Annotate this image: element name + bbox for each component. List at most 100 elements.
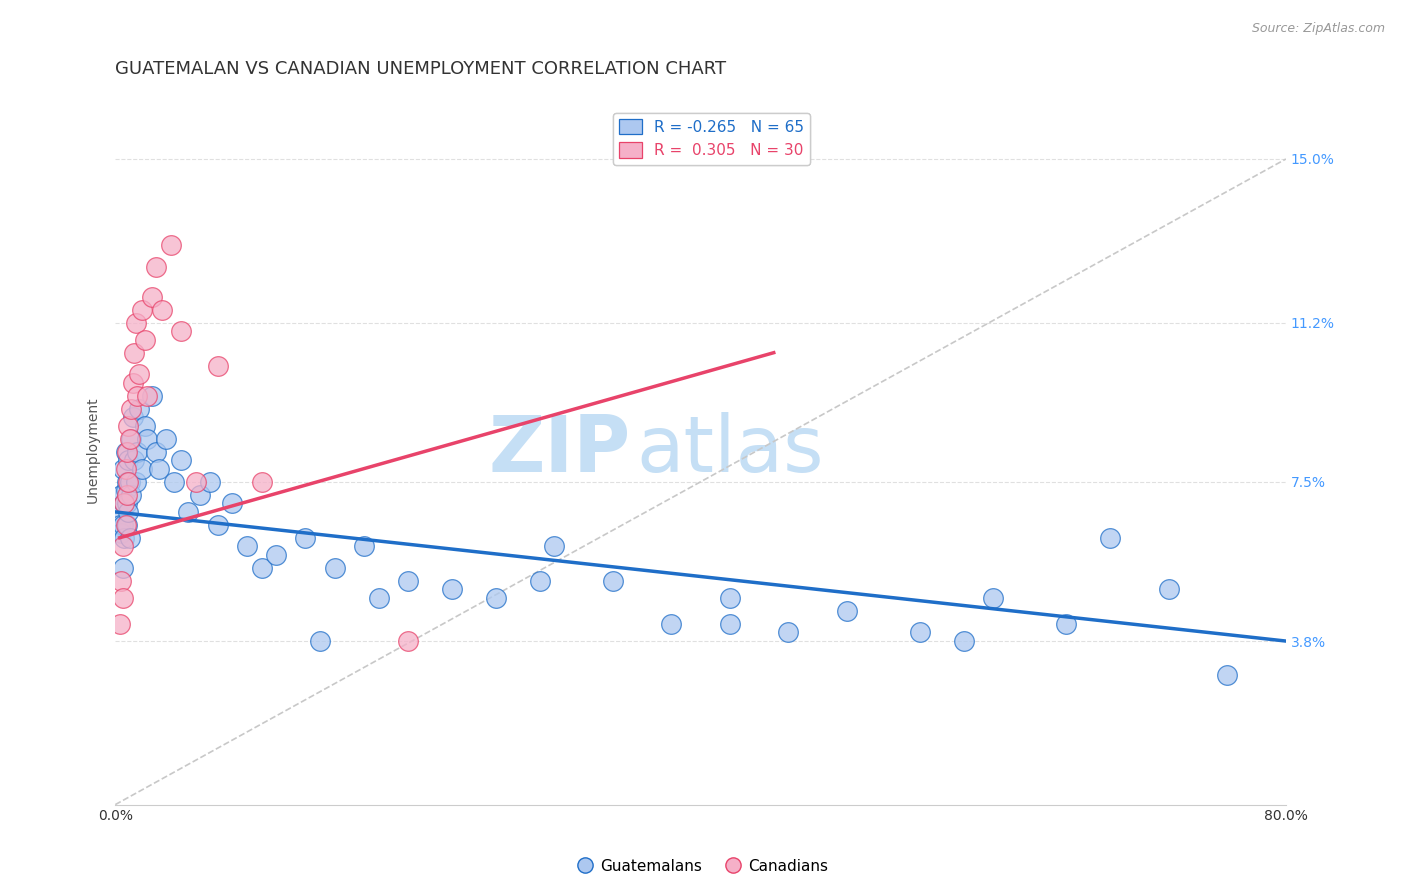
Point: [778, 625, 800, 640]
Point: [115, 475, 138, 489]
Point: [1099, 531, 1122, 545]
Point: [981, 591, 1004, 605]
Point: [207, 517, 229, 532]
Y-axis label: Unemployment: Unemployment: [86, 396, 100, 503]
Point: [160, 238, 183, 252]
Point: [134, 418, 156, 433]
Point: [115, 496, 138, 510]
Point: [112, 496, 135, 510]
Point: [111, 517, 134, 532]
Point: [236, 540, 259, 554]
Point: [170, 453, 193, 467]
Text: GUATEMALAN VS CANADIAN UNEMPLOYMENT CORRELATION CHART: GUATEMALAN VS CANADIAN UNEMPLOYMENT CORR…: [115, 60, 727, 78]
Point: [529, 574, 551, 588]
Point: [184, 475, 207, 489]
Point: [108, 517, 131, 532]
Point: [155, 432, 177, 446]
Point: [112, 496, 135, 510]
Point: [188, 488, 211, 502]
Point: [114, 462, 136, 476]
Point: [108, 616, 131, 631]
Point: [127, 444, 149, 458]
Point: [485, 591, 508, 605]
Point: [353, 540, 375, 554]
Point: [114, 483, 136, 498]
Point: [121, 410, 143, 425]
Point: [718, 616, 741, 631]
Point: [120, 488, 142, 502]
Point: [121, 376, 143, 390]
Point: [112, 531, 135, 545]
Point: [131, 462, 153, 476]
Legend: Guatemalans, Canadians: Guatemalans, Canadians: [572, 853, 834, 880]
Point: [396, 574, 419, 588]
Point: [117, 475, 139, 489]
Point: [309, 634, 332, 648]
Point: [117, 418, 139, 433]
Point: [118, 432, 141, 446]
Point: [207, 359, 229, 373]
Point: [127, 389, 149, 403]
Point: [125, 316, 148, 330]
Point: [107, 505, 129, 519]
Point: [111, 561, 134, 575]
Point: [1054, 616, 1077, 631]
Point: [134, 333, 156, 347]
Point: [396, 634, 419, 648]
Point: [136, 432, 159, 446]
Point: [1216, 668, 1239, 682]
Point: [543, 540, 565, 554]
Point: [177, 505, 200, 519]
Point: [117, 505, 139, 519]
Point: [124, 345, 146, 359]
Point: [953, 634, 976, 648]
Point: [718, 591, 741, 605]
Point: [111, 540, 134, 554]
Point: [145, 260, 167, 274]
Point: [148, 462, 170, 476]
Point: [294, 531, 316, 545]
Point: [111, 591, 134, 605]
Point: [120, 432, 142, 446]
Point: [440, 582, 463, 597]
Point: [120, 401, 142, 416]
Point: [221, 496, 243, 510]
Point: [118, 475, 141, 489]
Point: [659, 616, 682, 631]
Point: [1157, 582, 1180, 597]
Point: [110, 488, 132, 502]
Point: [136, 389, 159, 403]
Point: [200, 475, 222, 489]
Point: [250, 561, 273, 575]
Point: [128, 368, 150, 382]
Point: [118, 531, 141, 545]
Point: [264, 548, 287, 562]
Point: [170, 324, 193, 338]
Point: [115, 444, 138, 458]
Point: [125, 475, 148, 489]
Point: [117, 453, 139, 467]
Point: [145, 444, 167, 458]
Point: [367, 591, 389, 605]
Point: [602, 574, 624, 588]
Point: [128, 401, 150, 416]
Point: [124, 453, 146, 467]
Point: [141, 389, 163, 403]
Point: [110, 526, 132, 541]
Point: [323, 561, 346, 575]
Point: [114, 517, 136, 532]
Text: ZIP: ZIP: [488, 411, 630, 488]
Point: [250, 475, 273, 489]
Point: [111, 462, 134, 476]
Point: [115, 517, 138, 532]
Point: [908, 625, 931, 640]
Point: [141, 290, 163, 304]
Point: [163, 475, 186, 489]
Point: [114, 444, 136, 458]
Text: Source: ZipAtlas.com: Source: ZipAtlas.com: [1251, 22, 1385, 36]
Legend: R = -0.265   N = 65, R =  0.305   N = 30: R = -0.265 N = 65, R = 0.305 N = 30: [613, 112, 810, 164]
Point: [835, 604, 858, 618]
Point: [150, 302, 173, 317]
Point: [115, 488, 138, 502]
Text: atlas: atlas: [636, 411, 824, 488]
